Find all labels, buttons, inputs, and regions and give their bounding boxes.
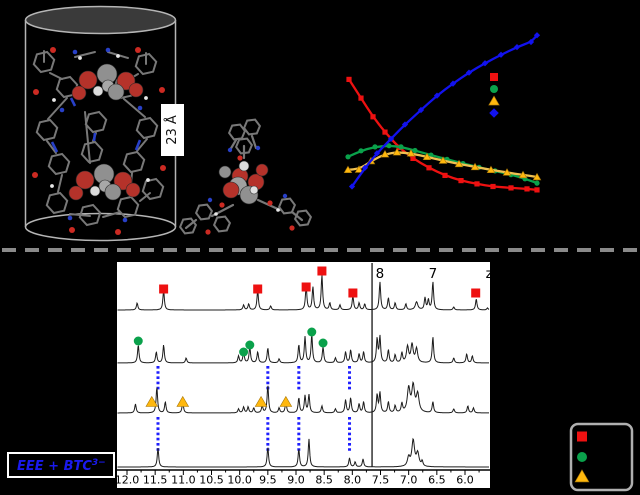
- sample-label: EEE + BTC3−: [7, 452, 115, 478]
- green-circle-marker: [318, 338, 328, 348]
- height-label-text: 23 Å: [164, 115, 180, 145]
- encapsulated-guest-top: [71, 63, 144, 101]
- legend-marker-triangle: [574, 469, 590, 483]
- chart-legend-marker-triangle: [488, 95, 500, 106]
- spectrum-4-trace: [117, 437, 489, 468]
- orange-series-curve: [346, 151, 539, 179]
- peak-annotation: 7: [429, 266, 438, 282]
- sample-label-text: EEE + BTC3−: [17, 458, 106, 474]
- chart-legend-marker-circle: [490, 85, 498, 93]
- top-view-guest-cluster: [218, 160, 269, 205]
- nmr-tick-label: 9.5: [259, 474, 277, 487]
- sample-label-superscript: 3−: [92, 458, 106, 468]
- nmr-tick-label: 11.5: [143, 474, 168, 487]
- spectrum-1-trace: [117, 274, 490, 311]
- red-square-marker: [471, 288, 481, 298]
- sample-label-main: EEE + BTC: [17, 459, 92, 474]
- nmr-tick-label: 12.0: [115, 474, 140, 487]
- red-square-marker: [159, 284, 169, 294]
- nmr-spectra-panel: 12.0 11.5 11.0 10.5 10.0 9.5 9.0 8.5 8.0 7.5 7.0 6.…: [115, 262, 493, 488]
- red-series-curve: [347, 78, 539, 192]
- spectrum-1-markers: [159, 266, 481, 298]
- legend-marker-circle: [577, 452, 587, 462]
- top-view-structure: [178, 118, 313, 235]
- yellow-triangle-marker: [279, 395, 293, 407]
- spectrum-2-trace: [117, 334, 489, 364]
- nmr-tick-label: 9.0: [287, 474, 305, 487]
- encapsulated-guest-bottom: [68, 163, 141, 201]
- sample-label-box: [7, 452, 115, 478]
- red-square-marker: [348, 288, 358, 298]
- nmr-tick-label: 10.0: [227, 474, 252, 487]
- nmr-axis-ticks: [126, 470, 480, 475]
- chart-legend-marker-diamond: [489, 108, 499, 118]
- yellow-triangle-marker: [254, 395, 268, 407]
- green-circle-marker: [245, 340, 255, 350]
- red-square-marker: [317, 266, 327, 276]
- peak-annotations: 8 7 z: [376, 266, 493, 282]
- red-series-points: [346, 76, 540, 193]
- green-circle-marker: [239, 347, 249, 357]
- chart-legend: [488, 73, 500, 118]
- peak-annotation: 8: [376, 266, 385, 282]
- red-square-marker: [253, 284, 263, 294]
- height-label-box: [161, 104, 184, 156]
- green-series-points: [345, 143, 540, 186]
- nmr-tick-label: 10.5: [199, 474, 224, 487]
- nmr-axis-labels: 12.0 11.5 11.0 10.5 10.0 9.5 9.0 8.5 8.0 7.5 7.0 6.…: [115, 474, 474, 487]
- legend-marker-square: [577, 431, 587, 442]
- kinetics-chart: [343, 32, 542, 193]
- blue-series-points: [348, 32, 541, 190]
- nmr-tick-label: 6.5: [428, 474, 446, 487]
- nmr-tick-label: 8.0: [344, 474, 362, 487]
- peak-annotation: z: [486, 266, 493, 282]
- cylinder-bottom: [24, 212, 177, 242]
- blue-series-curve: [350, 34, 539, 188]
- nmr-tick-label: 7.0: [400, 474, 418, 487]
- chart-legend-marker-square: [490, 73, 498, 81]
- green-circle-marker: [307, 327, 317, 337]
- cylinder-top: [24, 5, 177, 35]
- side-view-structure: [24, 5, 177, 242]
- nmr-tick-label: 11.0: [171, 474, 196, 487]
- spectrum-3-markers: [145, 395, 293, 407]
- marker-legend: [569, 422, 634, 492]
- yellow-triangle-marker: [145, 395, 159, 407]
- green-circle-marker: [133, 336, 143, 346]
- nmr-tick-label: 7.5: [372, 474, 390, 487]
- cage-height-label: 23 Å: [161, 104, 184, 156]
- spectrum-3-trace: [117, 380, 489, 414]
- nmr-tick-label: 6.0: [456, 474, 474, 487]
- red-square-marker: [301, 282, 311, 292]
- spectrum-2-markers: [133, 327, 328, 357]
- nmr-tick-label: 8.5: [315, 474, 333, 487]
- yellow-triangle-marker: [176, 395, 190, 407]
